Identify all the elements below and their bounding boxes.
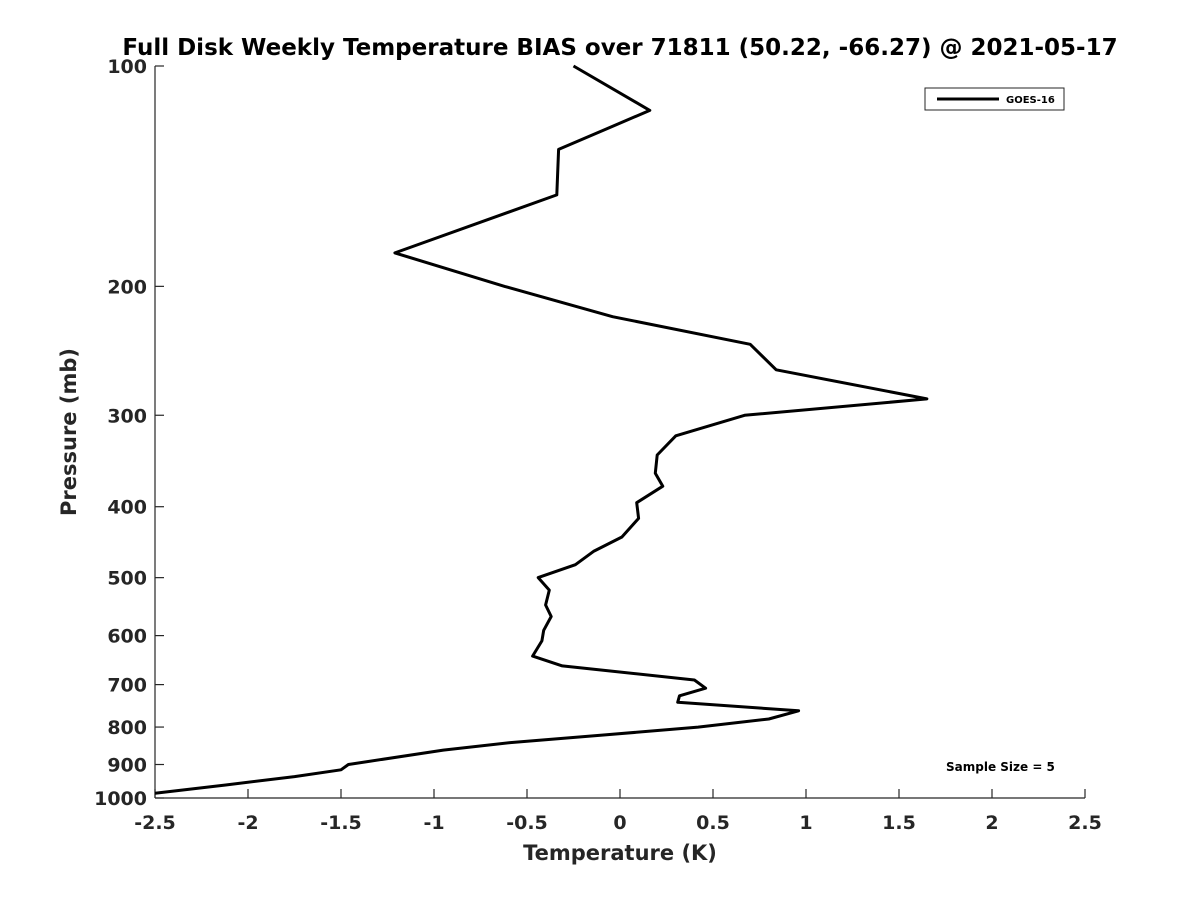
x-tick-label: 1 xyxy=(799,812,812,834)
y-tick-label: 800 xyxy=(107,717,147,739)
x-tick-label: 0 xyxy=(613,812,626,834)
x-tick-label: -2 xyxy=(237,812,258,834)
y-tick-label: 100 xyxy=(107,56,147,78)
series-line-goes-16 xyxy=(154,64,929,795)
x-tick-label: -0.5 xyxy=(506,812,548,834)
x-tick-label: -1.5 xyxy=(320,812,362,834)
plot-area xyxy=(154,66,1085,799)
y-tick-label: 200 xyxy=(107,276,147,298)
y-ticks: 100 200 300 400 500 600 700 800 900 1000 xyxy=(94,56,164,810)
y-axis-label: Pressure (mb) xyxy=(57,348,81,516)
x-tick-label: -2.5 xyxy=(134,812,176,834)
y-tick-label: 600 xyxy=(107,626,147,648)
x-tick-label: 0.5 xyxy=(696,812,730,834)
legend[interactable]: GOES-16 xyxy=(924,87,1065,111)
x-axis-label: Temperature (K) xyxy=(523,841,717,865)
y-tick-label: 700 xyxy=(107,675,147,697)
sample-size-annotation: Sample Size = 5 xyxy=(946,760,1055,774)
chart-title: Full Disk Weekly Temperature BIAS over 7… xyxy=(122,35,1117,61)
y-tick-label: 300 xyxy=(107,405,147,427)
y-tick-label: 400 xyxy=(107,497,147,519)
x-ticks: -2.5 -2 -1.5 -1 -0.5 0 0.5 1 1.5 2 2.5 xyxy=(134,789,1102,834)
x-tick-label: 2 xyxy=(985,812,998,834)
y-tick-label: 500 xyxy=(107,568,147,590)
x-tick-label: 1.5 xyxy=(882,812,916,834)
x-tick-label: 2.5 xyxy=(1068,812,1102,834)
legend-label-goes-16: GOES-16 xyxy=(1006,95,1055,106)
y-tick-label: 1000 xyxy=(94,788,147,810)
x-tick-label: -1 xyxy=(423,812,444,834)
y-tick-label: 900 xyxy=(107,755,147,777)
